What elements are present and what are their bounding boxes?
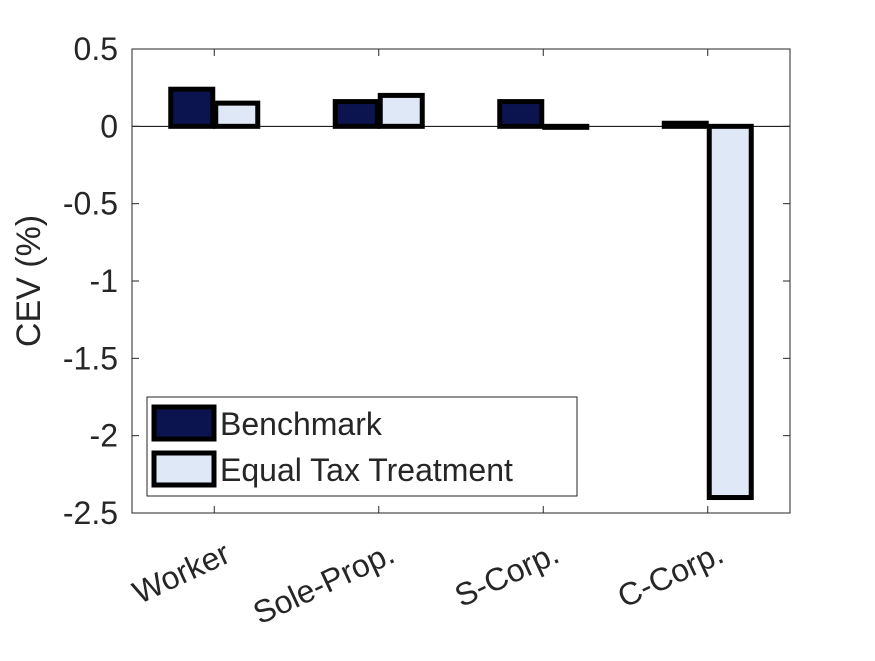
y-tick-label: -1.5 [63, 340, 118, 376]
legend-label: Equal Tax Treatment [220, 452, 513, 488]
y-tick-label: -2.5 [63, 495, 118, 531]
labels-layer: CEV (%) [10, 215, 48, 347]
x-tick-label: S-Corp. [449, 535, 564, 614]
bar-equal-tax-s-corp [542, 123, 590, 130]
legend-swatch [151, 404, 217, 442]
bar-benchmark-sole-prop [332, 99, 380, 129]
legend: Benchmark Equal Tax Treatment [146, 396, 578, 497]
y-tick-label: 0.5 [74, 31, 118, 67]
x-tick-label: Worker [127, 535, 235, 611]
y-axis-label: CEV (%) [10, 215, 48, 347]
legend-label: Benchmark [220, 406, 383, 442]
y-tick-label: -1 [90, 263, 118, 299]
x-tick-label: C-Corp. [612, 535, 729, 615]
legend-swatch [151, 450, 217, 488]
y-tick-label: -0.5 [63, 186, 118, 222]
legend-box [146, 396, 578, 497]
bar-equal-tax-worker [213, 100, 261, 129]
y-tick-label: 0 [100, 108, 118, 144]
bar-benchmark-s-corp [497, 99, 545, 129]
x-tick-label: Sole-Prop. [247, 535, 399, 632]
y-tick-label: -2 [90, 418, 118, 454]
bar-benchmark-c-corp [661, 120, 709, 129]
bars-layer [168, 86, 754, 501]
bar-benchmark-worker [168, 86, 216, 129]
bar-equal-tax-c-corp [706, 123, 754, 501]
bar-equal-tax-sole-prop [377, 92, 425, 129]
